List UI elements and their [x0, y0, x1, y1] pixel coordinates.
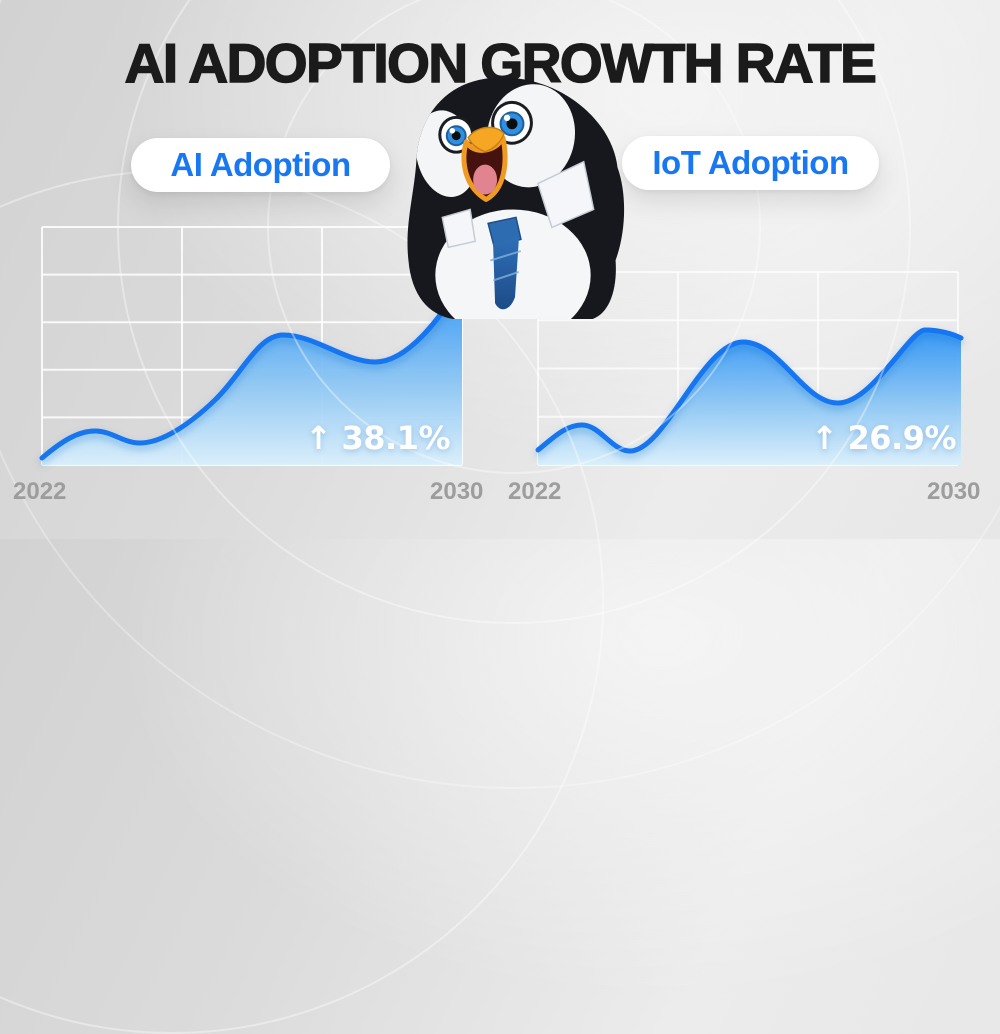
iot-growth-stat: ↑ 26.9%: [538, 420, 956, 456]
ai-growth-stat: ↑ 38.1%: [42, 420, 450, 456]
area-fill: [42, 283, 462, 465]
blue-tie: [487, 216, 522, 310]
penguin-beak: [461, 126, 508, 202]
ai-adoption-label-pill: AI Adoption: [131, 138, 390, 192]
right-chart-x-end-label: 2030: [927, 478, 981, 505]
ai-adoption-area-chart: [39, 226, 465, 466]
iot-adoption-label: IoT Adoption: [652, 144, 849, 181]
penguin-mascot-illustration: [407, 77, 625, 320]
left-chart-x-end-label: 2030: [430, 478, 484, 505]
shirt-collar: [536, 160, 595, 229]
trend-line: [535, 327, 964, 454]
up-arrow-icon: ↑: [811, 419, 838, 457]
right-chart-x-start-label: 2022: [508, 478, 562, 505]
left-chart-x-start-label: 2022: [13, 478, 67, 505]
iot-adoption-label-pill: IoT Adoption: [622, 136, 879, 190]
ai-adoption-label: AI Adoption: [170, 146, 351, 183]
ai-growth-value: 38.1%: [341, 419, 450, 457]
up-arrow-icon: ↑: [305, 419, 332, 457]
penguin-tongue: [473, 164, 498, 195]
trend-line: [39, 280, 465, 461]
iot-growth-value: 26.9%: [847, 419, 956, 457]
shirt-collar: [441, 208, 476, 249]
area-fill: [538, 330, 961, 465]
